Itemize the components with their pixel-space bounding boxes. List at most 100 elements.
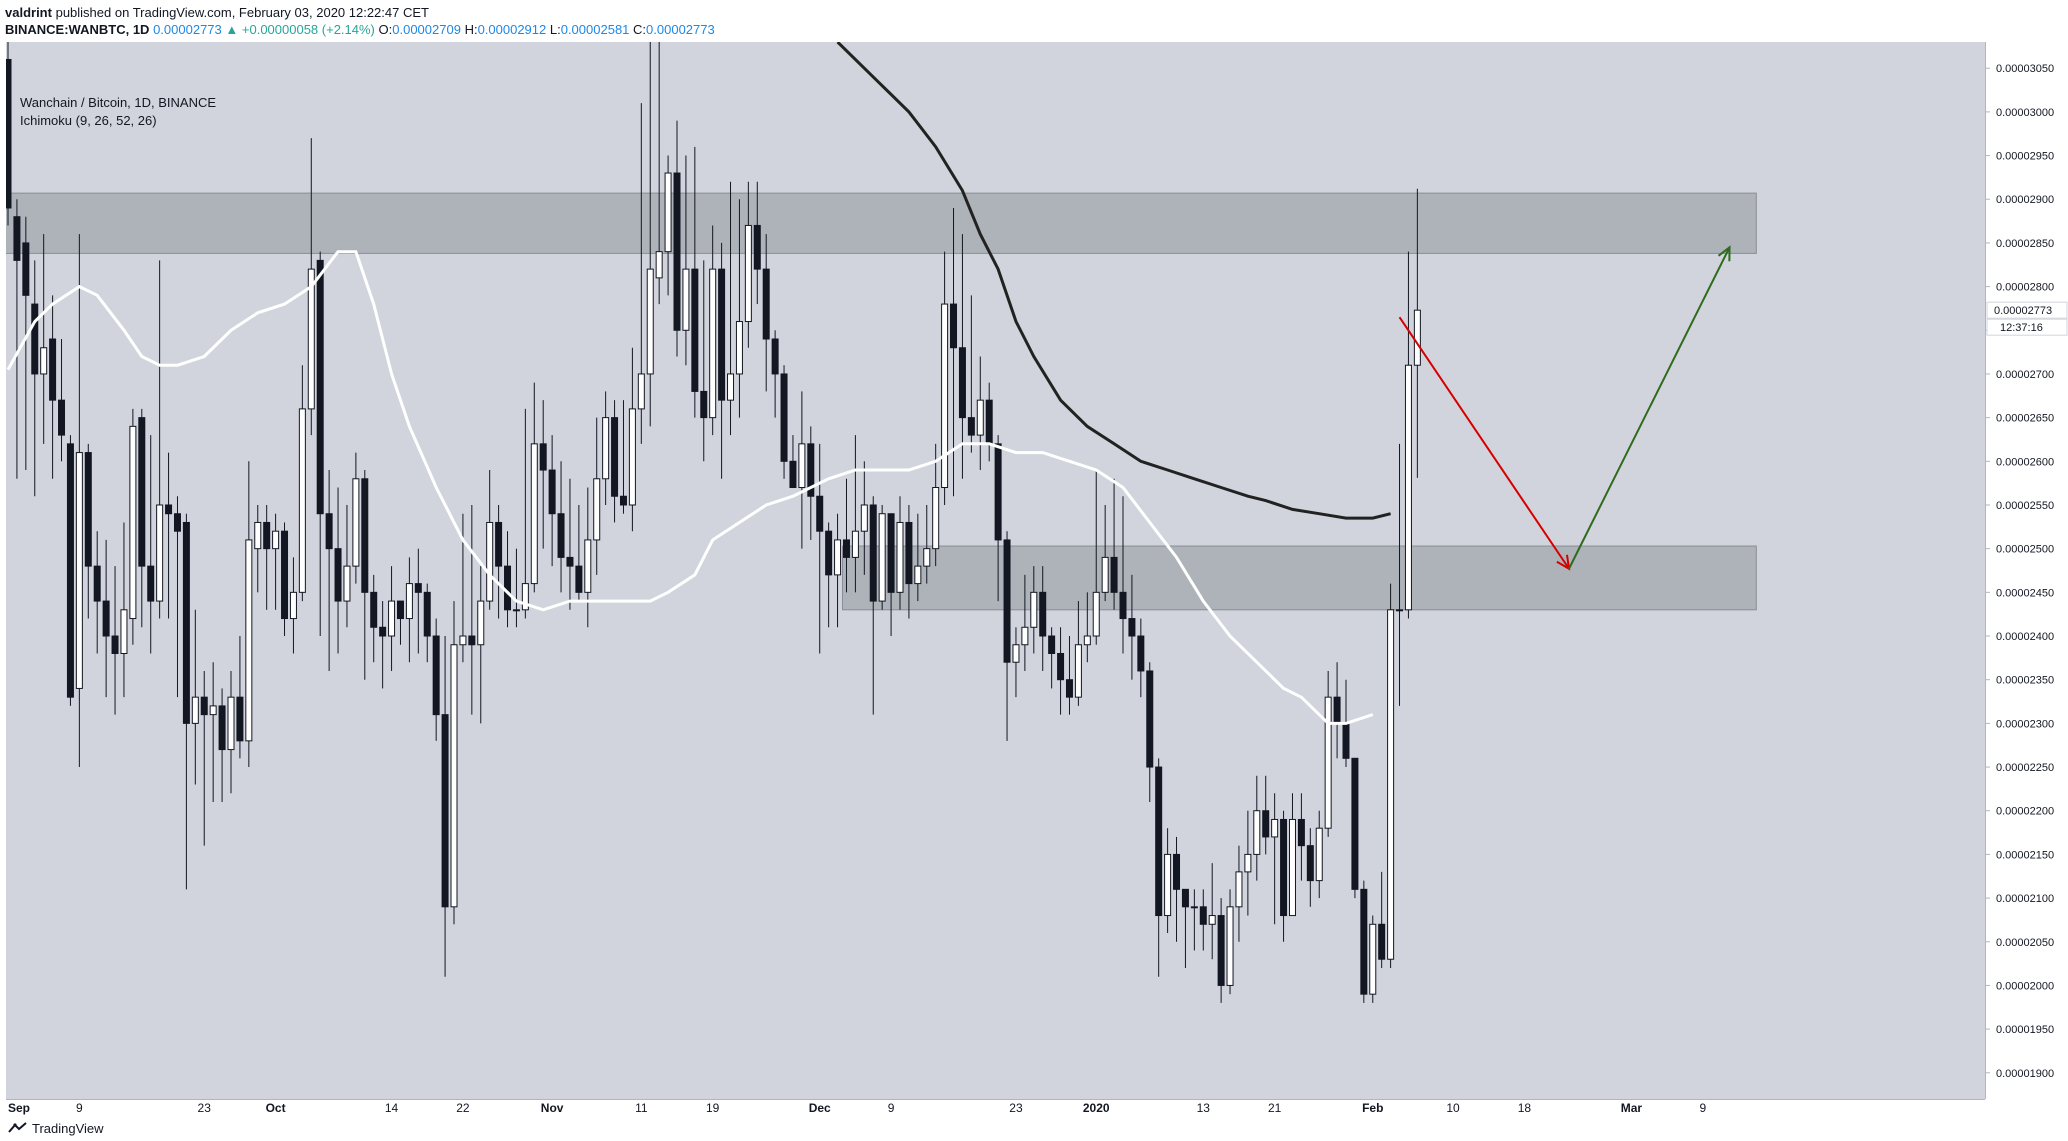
- time-tick-label: 22: [456, 1101, 470, 1115]
- tradingview-logo-icon[interactable]: [8, 1122, 28, 1134]
- time-tick-label: Nov: [541, 1101, 564, 1115]
- candle: [388, 600, 396, 637]
- candle: [31, 303, 39, 375]
- price-tick-label: 0.00002200: [1996, 806, 2054, 818]
- candle: [1164, 853, 1172, 917]
- candle: [468, 635, 476, 646]
- candle: [1181, 888, 1189, 908]
- author-name[interactable]: valdrint: [5, 5, 52, 20]
- candle: [682, 268, 690, 331]
- candle: [557, 513, 565, 558]
- candle: [1146, 670, 1154, 768]
- candle: [200, 696, 208, 716]
- price-tick-label: 0.00002850: [1996, 238, 2054, 250]
- candle: [958, 347, 966, 419]
- candle: [602, 417, 610, 480]
- candle: [950, 303, 958, 349]
- legend-indicator[interactable]: Ichimoku (9, 26, 52, 26): [20, 113, 157, 128]
- ichimoku-cloud-line: [836, 42, 1391, 520]
- candle: [825, 530, 833, 576]
- candle: [530, 443, 538, 585]
- candle: [1333, 696, 1341, 724]
- candle: [1271, 818, 1279, 838]
- candle: [1012, 644, 1020, 663]
- candle: [700, 390, 708, 419]
- candle: [1360, 888, 1368, 995]
- symbol-label: BINANCE:WANBTC, 1D: [5, 22, 150, 37]
- candle: [1128, 618, 1136, 637]
- price-axis[interactable]: 0.00003050 0.00003000 0.00002950 0.00002900…: [1985, 42, 2068, 1099]
- candle: [495, 521, 503, 567]
- price-tick-label: 0.00003050: [1996, 63, 2054, 75]
- time-tick-label: 9: [888, 1101, 895, 1115]
- candle: [628, 408, 636, 506]
- candlestick-chart[interactable]: [6, 42, 1985, 1099]
- candle: [753, 224, 761, 270]
- candle: [727, 373, 735, 401]
- price-change: +0.00000058 (+2.14%): [241, 22, 375, 37]
- candle: [486, 521, 494, 602]
- candle: [298, 408, 306, 593]
- candle: [566, 556, 574, 567]
- chart-pane[interactable]: Wanchain / Bitcoin, 1D, BINANCE Ichimoku…: [6, 42, 1985, 1099]
- price-tick-label: 0.00002700: [1996, 369, 2054, 381]
- time-tick-label: 14: [385, 1101, 399, 1115]
- candle: [316, 259, 324, 515]
- candle: [147, 565, 155, 602]
- candle: [1262, 810, 1270, 838]
- candle: [370, 591, 378, 628]
- candle: [1039, 591, 1047, 637]
- chart-legend: Wanchain / Bitcoin, 1D, BINANCE Ichimoku…: [20, 94, 216, 130]
- candle: [896, 521, 904, 593]
- candle: [842, 539, 850, 558]
- candle: [1217, 915, 1225, 986]
- candle: [807, 443, 815, 497]
- low-value: 0.00002581: [560, 22, 630, 37]
- price-tick-label: 0.00001900: [1996, 1068, 2054, 1080]
- candle: [1074, 644, 1082, 698]
- brand-name[interactable]: TradingView: [32, 1121, 104, 1136]
- time-tick-label: 23: [198, 1101, 212, 1115]
- candle: [477, 600, 485, 646]
- time-tick-label: Dec: [809, 1101, 831, 1115]
- candle: [1324, 696, 1332, 829]
- price-tick-label: 0.00002900: [1996, 194, 2054, 206]
- candle: [932, 487, 940, 550]
- candle: [1110, 556, 1118, 593]
- candle: [1369, 923, 1377, 995]
- candle: [58, 399, 66, 436]
- candle: [1048, 635, 1056, 654]
- candle: [967, 417, 975, 436]
- time-axis[interactable]: Sep 9 23 Oct 14 22 Nov 11 19 Dec 9 23 2020 13 21 Feb 10 1…: [6, 1099, 1985, 1116]
- candle: [289, 591, 297, 620]
- candle: [1351, 757, 1359, 890]
- time-tick-label: Feb: [1362, 1101, 1383, 1115]
- candle: [1396, 609, 1404, 612]
- candle: [1378, 923, 1386, 960]
- legend-title: Wanchain / Bitcoin, 1D, BINANCE: [20, 95, 217, 110]
- candle: [1253, 810, 1261, 855]
- price-tick-label: 0.00002150: [1996, 849, 2054, 861]
- time-tick-label: 21: [1268, 1101, 1282, 1115]
- price-tick-label: 0.00002800: [1996, 282, 2054, 294]
- high-label: H:: [464, 22, 478, 37]
- open-value: 0.00002709: [392, 22, 461, 37]
- candle: [49, 338, 57, 401]
- time-tick-label: Oct: [266, 1101, 286, 1115]
- candle: [93, 565, 101, 602]
- candle: [1306, 845, 1314, 882]
- candle: [361, 478, 369, 593]
- candle: [111, 635, 119, 654]
- candle: [245, 539, 253, 742]
- candle: [860, 504, 868, 532]
- candle: [1119, 591, 1127, 620]
- candle: [441, 714, 449, 908]
- candle: [771, 338, 779, 375]
- candle: [673, 172, 681, 331]
- candle: [637, 373, 645, 410]
- candle: [307, 268, 315, 410]
- candle: [450, 644, 458, 908]
- candle: [664, 172, 672, 253]
- candle: [735, 321, 743, 375]
- candle: [6, 58, 12, 209]
